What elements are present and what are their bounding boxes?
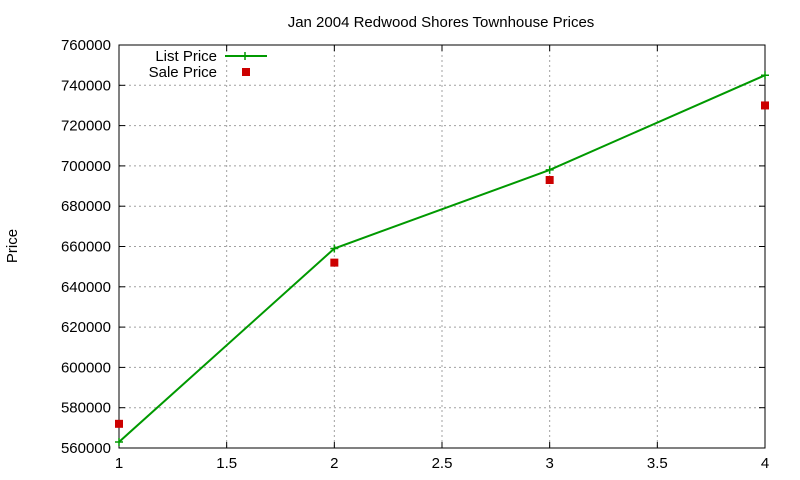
y-tick-label: 720000: [61, 118, 111, 135]
list-price-point: [115, 437, 123, 446]
y-tick-label: 580000: [61, 400, 111, 417]
grid-lines: [119, 45, 765, 448]
x-tick-label: 1: [115, 455, 123, 472]
list-price-point: [761, 71, 769, 80]
y-tick-label: 620000: [61, 319, 111, 336]
x-tick-label: 1.5: [216, 455, 237, 472]
y-axis-label: Price: [4, 229, 21, 263]
legend: List Price Sale Price: [149, 48, 267, 81]
legend-label-sale-price: Sale Price: [149, 64, 217, 81]
y-tick-label: 600000: [61, 359, 111, 376]
list-price-point: [545, 165, 554, 174]
x-tick-label: 3: [545, 455, 553, 472]
legend-marker-sale-price: [242, 68, 250, 76]
x-tick-label: 3.5: [647, 455, 668, 472]
y-tick-label: 680000: [61, 198, 111, 215]
y-tick-label: 660000: [61, 239, 111, 256]
y-tick-label: 560000: [61, 440, 111, 457]
sale-price-point: [761, 101, 769, 110]
sale-price-point: [330, 258, 339, 267]
list-price-point: [330, 244, 339, 253]
chart-title: Jan 2004 Redwood Shores Townhouse Prices: [288, 14, 595, 31]
y-tick-label: 640000: [61, 279, 111, 296]
legend-label-list-price: List Price: [155, 48, 217, 65]
x-tick-label: 2: [330, 455, 338, 472]
plot-frame: [118, 44, 766, 449]
axis-ticks: 560000 580000 600000 620000 640000 660000 6800…: [61, 37, 769, 472]
y-tick-label: 700000: [61, 158, 111, 175]
x-tick-label: 4: [761, 455, 769, 472]
x-tick-label: 2.5: [432, 455, 453, 472]
sale-price-point: [115, 419, 123, 428]
legend-marker-list-price: [241, 52, 249, 60]
list-price-line: [118, 74, 766, 443]
y-tick-label: 740000: [61, 77, 111, 94]
series-layer: [115, 71, 769, 446]
sale-price-point: [545, 176, 554, 185]
y-tick-label: 760000: [61, 37, 111, 54]
